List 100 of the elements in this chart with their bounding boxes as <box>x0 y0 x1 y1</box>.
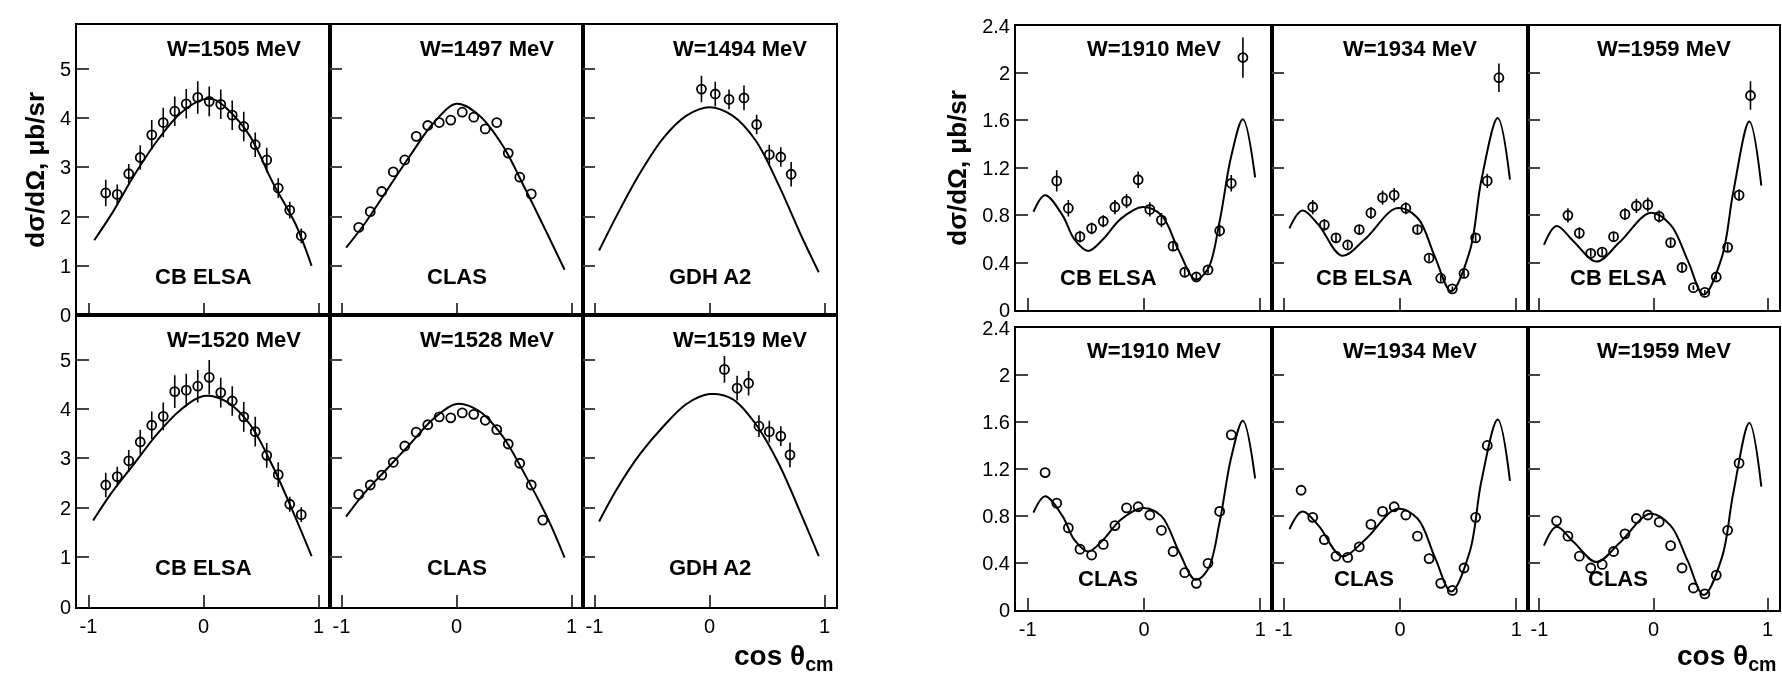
point <box>1132 174 1144 186</box>
point <box>456 106 468 118</box>
point <box>1097 539 1109 550</box>
point <box>284 204 296 216</box>
point <box>272 182 284 194</box>
x-axis-title: cos θ$_{cm}$ <box>734 640 834 675</box>
point <box>537 514 549 526</box>
point <box>1295 484 1307 496</box>
point <box>100 187 112 199</box>
point <box>514 171 526 183</box>
y-tick-label: 0.4 <box>982 552 1010 575</box>
point <box>1665 540 1677 551</box>
x-tick-label: -1 <box>332 614 351 637</box>
point <box>215 98 227 110</box>
point <box>192 380 204 392</box>
point <box>1585 247 1597 259</box>
point <box>1722 241 1734 253</box>
point <box>157 117 169 128</box>
point <box>785 168 797 180</box>
point <box>1353 541 1365 553</box>
point <box>364 206 376 218</box>
annotation: CLAS <box>427 264 487 289</box>
point <box>1179 567 1191 579</box>
point <box>1377 506 1388 517</box>
y-tick-label: 2.4 <box>982 14 1010 37</box>
y-tick-label: 0 <box>59 304 71 327</box>
point <box>272 469 284 481</box>
y-tick-label: 3 <box>59 447 71 470</box>
point <box>364 479 376 491</box>
annotation: W=1497 MeV <box>420 36 555 61</box>
annotation: W=1959 MeV <box>1597 338 1732 363</box>
point <box>261 449 273 461</box>
point <box>123 455 135 467</box>
point <box>1074 231 1086 243</box>
y-tick-label: 4 <box>59 107 71 130</box>
point <box>1642 509 1654 521</box>
point <box>1470 232 1482 244</box>
point <box>1688 282 1699 294</box>
point <box>376 469 388 481</box>
point <box>192 92 204 103</box>
point <box>1330 550 1342 562</box>
point <box>1710 569 1722 581</box>
point <box>1225 429 1237 441</box>
point <box>1097 215 1109 227</box>
point <box>1573 550 1585 562</box>
point <box>709 88 721 100</box>
point <box>376 186 388 197</box>
x-tick-label: 0 <box>1138 618 1150 641</box>
point <box>1377 192 1388 203</box>
point <box>261 154 273 166</box>
point <box>295 230 307 242</box>
point <box>215 387 227 399</box>
point <box>399 154 411 166</box>
point <box>1179 266 1191 278</box>
point <box>1109 520 1121 531</box>
annotation: CB ELSA <box>155 264 252 289</box>
point <box>1446 283 1458 295</box>
annotation: CLAS <box>1334 566 1394 591</box>
point <box>1642 199 1654 211</box>
point <box>1342 239 1354 251</box>
point <box>1237 52 1249 63</box>
x-tick-label: -1 <box>1018 618 1037 641</box>
x-tick-label: 1 <box>1254 618 1266 641</box>
point <box>410 426 422 438</box>
y-tick-label: 1.2 <box>982 458 1010 481</box>
y-tick-label: 2 <box>998 363 1010 386</box>
point <box>1202 264 1214 276</box>
point <box>146 129 158 141</box>
point <box>284 498 296 510</box>
y-tick-label: 4 <box>59 397 71 420</box>
point <box>1676 262 1688 273</box>
point <box>1562 209 1574 221</box>
point <box>1086 549 1098 561</box>
point <box>1202 557 1214 569</box>
point <box>422 120 434 131</box>
point <box>1630 513 1642 524</box>
point <box>1573 227 1585 239</box>
annotation: CB ELSA <box>1060 265 1157 290</box>
annotation: W=1959 MeV <box>1597 36 1732 61</box>
point <box>1051 175 1063 187</box>
point <box>514 457 526 469</box>
point <box>226 395 238 407</box>
point <box>1653 211 1665 222</box>
point <box>1156 524 1167 536</box>
point <box>1307 511 1319 523</box>
point <box>134 436 146 448</box>
point <box>1051 497 1063 509</box>
x-tick-label: 0 <box>450 614 463 637</box>
point <box>1388 501 1400 513</box>
point <box>468 408 480 420</box>
point <box>1562 530 1574 542</box>
point <box>1596 246 1608 258</box>
point <box>1342 551 1354 563</box>
point <box>491 117 503 128</box>
x-tick-label: 0 <box>1394 618 1406 641</box>
point <box>1733 189 1745 201</box>
point <box>719 364 730 375</box>
point <box>134 152 146 163</box>
point <box>751 119 763 130</box>
point <box>1676 562 1688 574</box>
